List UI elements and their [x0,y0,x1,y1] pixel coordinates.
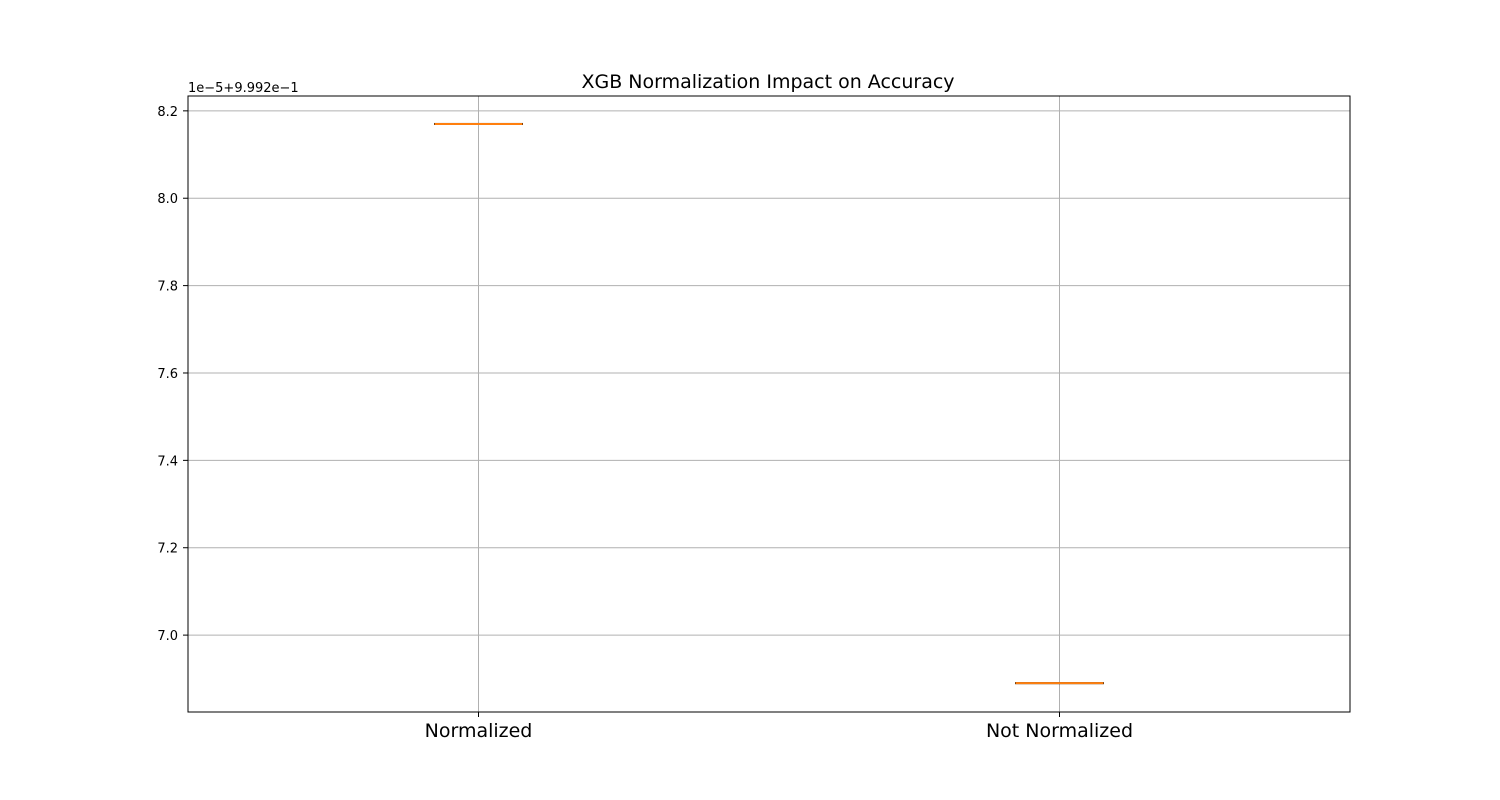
y-tick-label: 8.0 [157,192,178,207]
grid-layer [188,96,1350,712]
marks-layer [434,122,1104,685]
y-tick-label: 7.4 [157,454,178,469]
axes-layer: 7.0 7.2 7.4 7.6 7.8 8.0 8.2 Normalized Not Norma… [157,95,1351,742]
chart-title: XGB Normalization Impact on Accuracy [581,71,954,93]
x-tick-label: Normalized [425,720,533,742]
y-tick-label: 7.0 [157,629,178,644]
y-offset-label: 1e−5+9.992e−1 [188,81,299,96]
y-tick-label: 7.8 [157,280,178,295]
y-tick-label: 7.6 [157,367,178,382]
box-normalized [434,122,523,125]
x-tick-label: Not Normalized [986,720,1133,742]
y-tick-label: 8.2 [157,105,178,120]
y-tick-label: 7.2 [157,542,178,557]
plot-frame [187,95,1351,713]
box-not-normalized [1015,682,1104,685]
